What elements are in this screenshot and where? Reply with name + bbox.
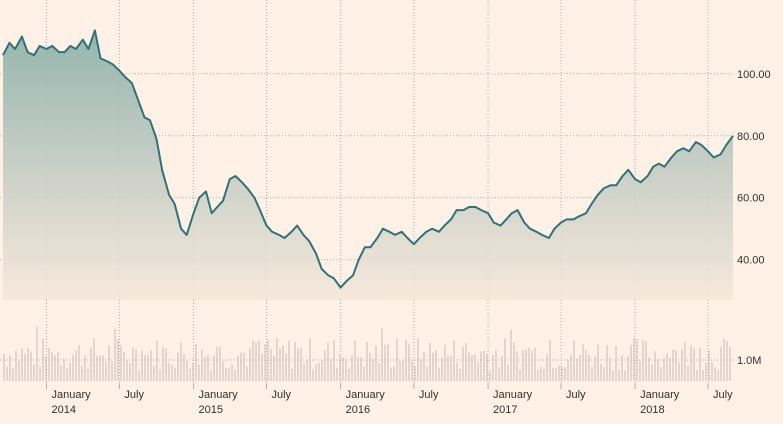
x-tick-year-label: 2017 — [493, 404, 517, 416]
x-tick-label: July — [566, 389, 586, 401]
y-tick-label: 80.00 — [737, 131, 765, 143]
x-tick-label: January — [52, 389, 92, 401]
price-line — [2, 29, 734, 289]
x-tick-label: January — [199, 389, 239, 401]
x-tick-year-label: 2018 — [640, 404, 664, 416]
x-tick-label: January — [640, 389, 680, 401]
x-axis: January 2014 July January 2015 July January 201… — [46, 383, 733, 416]
x-tick-year-label: 2014 — [52, 404, 76, 416]
price-area-fill — [3, 30, 733, 301]
x-tick-year-label: 2015 — [199, 404, 223, 416]
x-tick-year-label: 2016 — [346, 404, 370, 416]
volume-bars — [3, 326, 731, 381]
x-tick-label: July — [124, 389, 144, 401]
x-tick-label: July — [419, 389, 439, 401]
x-tick-label: July — [713, 389, 733, 401]
y-tick-label: 60.00 — [737, 193, 765, 205]
x-tick-label: January — [346, 389, 386, 401]
y-tick-label: 40.00 — [737, 255, 765, 267]
x-tick-label: July — [271, 389, 291, 401]
y-tick-label: 100.00 — [737, 69, 771, 81]
price-line-group — [2, 29, 734, 289]
volume-tick-label: 1.0M — [737, 355, 761, 367]
x-tick-label: January — [493, 389, 533, 401]
price-area — [3, 30, 733, 301]
price-axis: 40.00 60.00 80.00 100.00 1.0M — [737, 69, 771, 367]
